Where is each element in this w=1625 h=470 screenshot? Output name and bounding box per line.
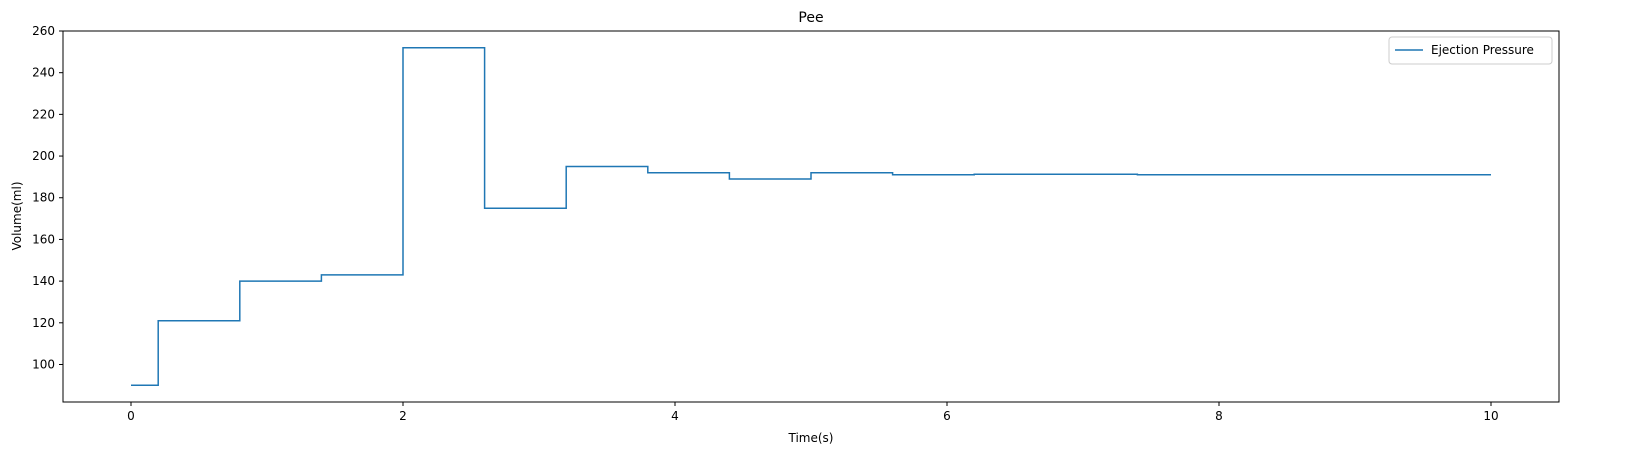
- legend-label: Ejection Pressure: [1431, 43, 1534, 57]
- x-tick-label: 8: [1215, 409, 1223, 423]
- x-tick-label: 10: [1483, 409, 1498, 423]
- plot-area-frame: [62, 30, 1560, 403]
- x-axis-label: Time(s): [788, 431, 834, 445]
- legend-box: [1388, 36, 1553, 65]
- y-tick-label: 260: [32, 24, 55, 38]
- y-tick-label: 140: [32, 274, 55, 288]
- chart-title: Pee: [798, 10, 823, 26]
- x-tick-label: 2: [399, 409, 407, 423]
- y-axis-ticks: 100 120 140 160 180 200 220 240 260: [32, 24, 63, 371]
- y-axis-label: Volume(ml): [10, 181, 24, 250]
- y-tick-label: 100: [32, 357, 55, 371]
- y-tick-label: 200: [32, 149, 55, 163]
- x-axis-ticks: 0 2 4 6 8 10: [127, 402, 1499, 423]
- y-tick-label: 180: [32, 191, 55, 205]
- y-tick-label: 120: [32, 316, 55, 330]
- y-tick-label: 160: [32, 232, 55, 246]
- x-tick-label: 0: [127, 409, 135, 423]
- y-tick-label: 220: [32, 107, 55, 121]
- series-line-ejection-pressure: [131, 46, 1491, 387]
- y-tick-label: 240: [32, 66, 55, 80]
- legend: Ejection Pressure: [1388, 36, 1553, 65]
- x-tick-label: 6: [943, 409, 951, 423]
- x-tick-label: 4: [671, 409, 679, 423]
